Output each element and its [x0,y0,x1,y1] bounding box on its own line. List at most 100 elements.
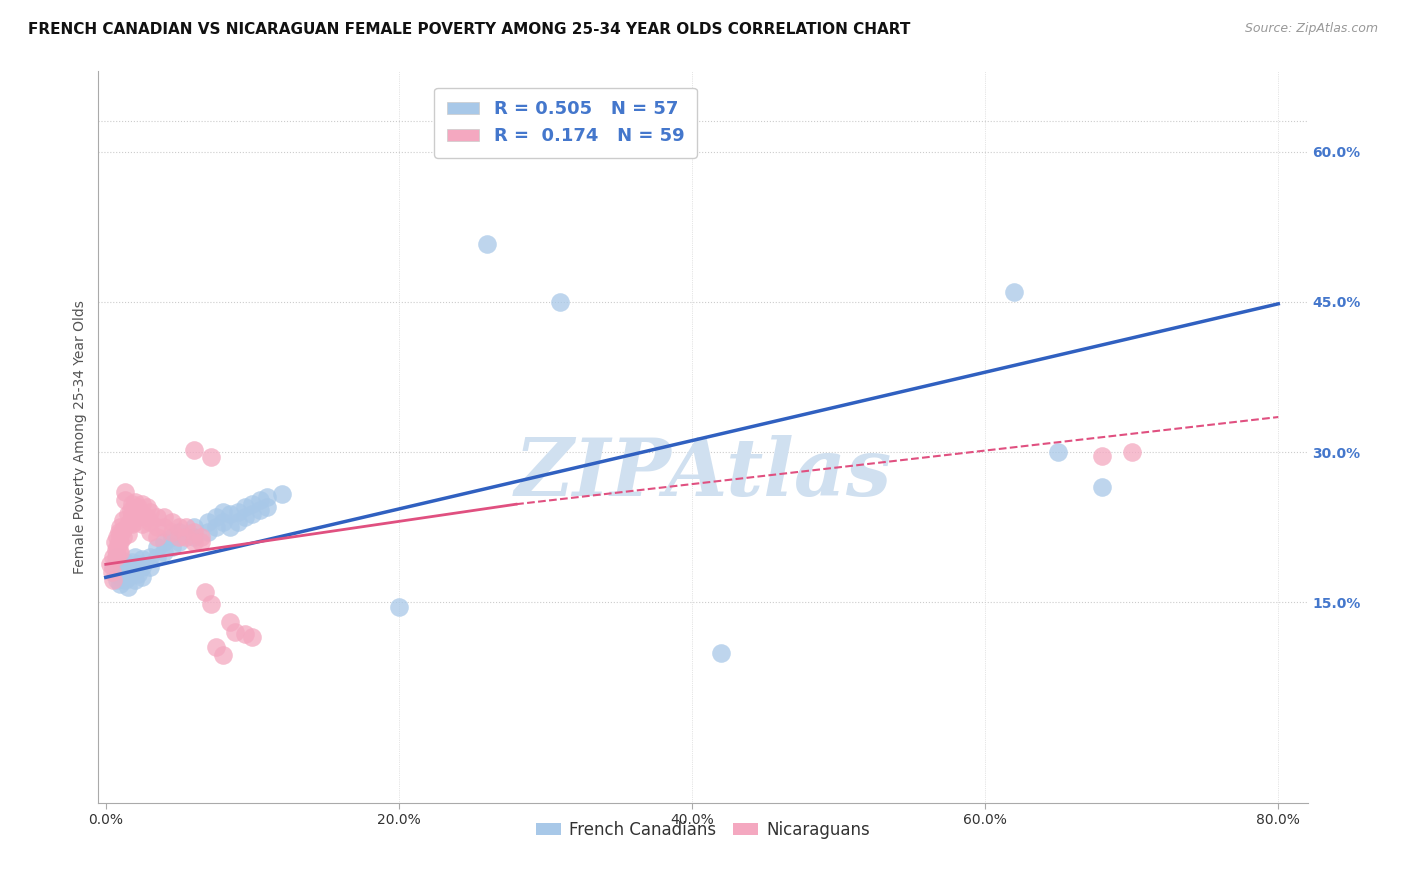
Point [160,525,183,540]
Point [105,550,128,565]
Point [112,530,135,544]
Point [114,485,136,500]
Point [120,513,142,527]
Point [124,515,146,529]
Point [475,236,498,251]
Point [127,558,149,572]
Point [101,574,124,588]
Point [117,570,139,584]
Point [131,560,153,574]
Legend: French Canadians, Nicaraguans: French Canadians, Nicaraguans [529,814,877,846]
Point [200,598,222,612]
Point [1121,445,1143,459]
Point [219,520,242,534]
Point [121,507,143,521]
Point [204,510,226,524]
Point [127,500,149,515]
Point [127,567,149,582]
Point [100,566,122,580]
Point [153,510,176,524]
Point [131,507,153,521]
Point [108,545,131,559]
Point [153,545,176,559]
Point [233,500,256,515]
Point [110,535,132,549]
Point [121,497,143,511]
Point [219,507,242,521]
Point [124,550,146,565]
Point [112,523,135,537]
Point [190,530,212,544]
Point [117,517,139,532]
Point [107,574,129,588]
Point [183,525,205,540]
Point [121,555,143,569]
Point [183,535,205,549]
Point [112,563,135,577]
Point [138,525,160,540]
Point [1004,285,1026,299]
Point [117,507,139,521]
Point [204,520,226,534]
Point [197,515,219,529]
Point [256,490,278,504]
Point [197,525,219,540]
Point [160,530,183,544]
Text: ZIPAtlas: ZIPAtlas [515,435,891,512]
Point [224,625,246,640]
Point [160,515,183,529]
Point [138,550,160,565]
Point [240,507,263,521]
Point [160,541,183,555]
Point [212,505,235,519]
Point [240,631,263,645]
Point [167,525,190,540]
Point [190,535,212,549]
Point [112,513,135,527]
Point [124,505,146,519]
Point [194,585,217,599]
Point [101,560,124,574]
Point [138,515,160,529]
Point [135,510,157,524]
Point [226,505,249,519]
Text: Source: ZipAtlas.com: Source: ZipAtlas.com [1244,22,1378,36]
Point [107,550,129,565]
Point [124,574,146,588]
Point [110,570,132,584]
Point [131,552,153,566]
Point [167,520,190,534]
Point [117,580,139,594]
Point [233,627,256,641]
Point [110,577,132,591]
Text: FRENCH CANADIAN VS NICARAGUAN FEMALE POVERTY AMONG 25-34 YEAR OLDS CORRELATION C: FRENCH CANADIAN VS NICARAGUAN FEMALE POV… [28,22,911,37]
Point [1091,449,1114,463]
Point [108,525,131,540]
Point [105,543,128,558]
Point [98,558,121,572]
Point [167,535,190,549]
Point [176,520,198,534]
Point [108,535,131,549]
Point [107,530,129,544]
Point [212,648,235,662]
Point [167,530,190,544]
Point [249,493,271,508]
Point [110,566,132,580]
Point [176,530,198,544]
Point [110,520,132,534]
Point [124,563,146,577]
Point [131,570,153,584]
Point [710,646,733,660]
Point [183,530,205,544]
Point [146,530,169,544]
Point [219,615,242,630]
Point [233,510,256,524]
Point [388,600,411,615]
Point [212,515,235,529]
Point [120,503,142,517]
Point [114,493,136,508]
Point [146,541,169,555]
Point [110,527,132,541]
Point [121,566,143,580]
